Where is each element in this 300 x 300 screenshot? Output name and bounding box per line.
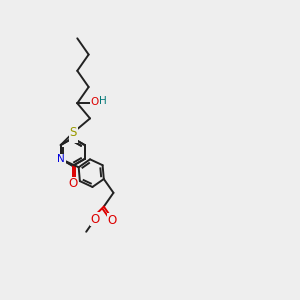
Text: N: N bbox=[69, 132, 77, 142]
Text: O: O bbox=[91, 213, 100, 226]
Text: O: O bbox=[107, 214, 116, 227]
Text: N: N bbox=[57, 154, 65, 164]
Text: O: O bbox=[91, 97, 99, 107]
Text: S: S bbox=[70, 126, 77, 139]
Text: O: O bbox=[68, 177, 77, 190]
Text: H: H bbox=[99, 96, 107, 106]
